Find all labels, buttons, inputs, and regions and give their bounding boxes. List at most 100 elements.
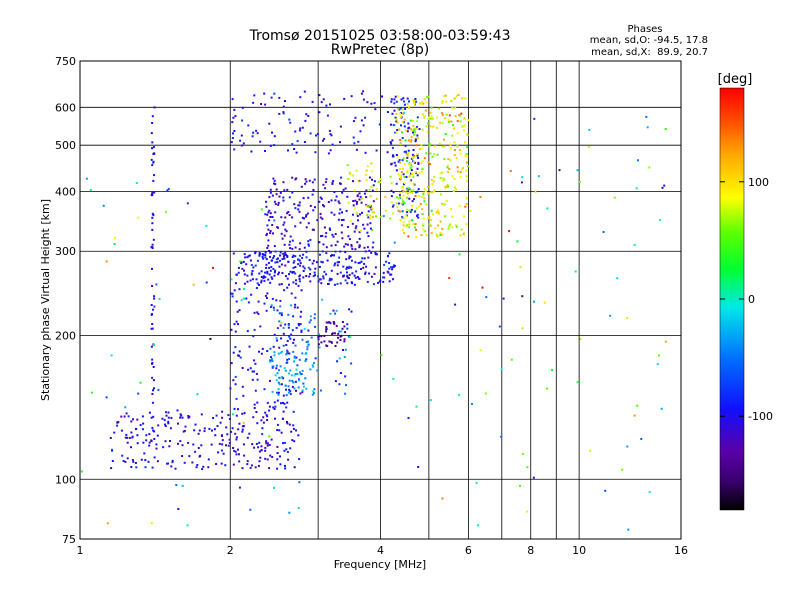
scatter-point	[301, 389, 304, 392]
scatter-point	[249, 367, 252, 370]
scatter-point	[286, 451, 289, 453]
scatter-point	[196, 464, 199, 466]
scatter-point	[299, 221, 302, 224]
scatter-point	[234, 330, 237, 333]
scatter-point	[458, 204, 461, 207]
scatter-point	[291, 439, 294, 442]
scatter-point	[412, 149, 415, 151]
scatter-point	[288, 358, 290, 360]
scatter-point	[365, 189, 368, 192]
scatter-point	[406, 192, 409, 195]
scatter-point	[322, 98, 325, 101]
scatter-point	[280, 232, 283, 235]
scatter-point	[331, 182, 334, 185]
scatter-point	[334, 199, 337, 202]
scatter-point	[284, 369, 287, 372]
scatter-point	[402, 173, 405, 176]
x-tick-label: 10	[572, 544, 586, 557]
scatter-point	[273, 179, 276, 182]
scatter-point	[453, 141, 456, 143]
scatter-point	[288, 391, 290, 394]
x-tick-label: 16	[674, 544, 688, 557]
scatter-point	[293, 203, 296, 206]
scatter-point	[399, 112, 401, 115]
scatter-point	[273, 408, 276, 410]
scatter-point	[292, 350, 295, 353]
scatter-point	[439, 121, 442, 124]
scatter-point	[398, 195, 401, 198]
scatter-point	[439, 172, 442, 175]
scatter-point	[254, 389, 257, 392]
scatter-point	[309, 204, 312, 207]
scatter-point	[374, 108, 377, 111]
scatter-point	[232, 447, 235, 449]
scatter-point	[414, 98, 417, 100]
scatter-point	[355, 212, 358, 215]
scatter-point	[312, 228, 315, 231]
scatter-point	[197, 447, 200, 449]
scatter-point	[121, 454, 124, 457]
scatter-point	[400, 124, 402, 127]
scatter-point	[429, 218, 432, 221]
scatter-point	[484, 392, 487, 395]
chart-title: Tromsø 20151025 03:58:00-03:59:43	[249, 28, 511, 44]
scatter-point	[325, 252, 328, 255]
scatter-point	[350, 244, 353, 246]
scatter-point	[398, 210, 401, 213]
scatter-point	[350, 245, 353, 248]
scatter-point	[247, 368, 250, 371]
scatter-point	[357, 262, 360, 265]
scatter-point	[343, 356, 346, 358]
scatter-point	[467, 165, 470, 168]
scatter-point	[151, 466, 154, 469]
scatter-point	[200, 413, 203, 416]
scatter-point	[648, 166, 651, 169]
scatter-point	[646, 126, 649, 129]
scatter-point	[269, 360, 272, 363]
scatter-point	[498, 325, 501, 328]
scatter-point	[399, 174, 402, 177]
scatter-point	[459, 114, 462, 117]
scatter-point	[320, 389, 322, 392]
scatter-point	[296, 364, 299, 367]
plot-frame	[79, 60, 682, 540]
scatter-point	[155, 447, 158, 450]
scatter-point	[278, 346, 281, 349]
scatter-point	[371, 207, 374, 210]
scatter-point	[219, 421, 222, 424]
scatter-point	[224, 464, 227, 467]
scatter-point	[354, 227, 357, 230]
scatter-point	[286, 358, 289, 361]
scatter-point	[268, 435, 271, 438]
scatter-point	[132, 418, 134, 421]
scatter-point	[151, 164, 154, 167]
scatter-point	[409, 189, 412, 192]
scatter-point	[433, 175, 435, 178]
scatter-point	[320, 335, 323, 338]
scatter-point	[309, 319, 312, 322]
scatter-point	[258, 441, 261, 444]
scatter-point	[323, 334, 326, 337]
scatter-point	[441, 113, 444, 116]
scatter-point	[249, 259, 252, 262]
scatter-point	[294, 130, 297, 133]
scatter-point	[356, 276, 359, 278]
scatter-point	[322, 183, 325, 186]
scatter-point	[128, 437, 131, 439]
scatter-point	[275, 337, 278, 340]
scatter-point	[282, 181, 285, 184]
scatter-point	[221, 443, 224, 446]
scatter-point	[389, 217, 392, 220]
scatter-point	[151, 393, 154, 395]
scatter-point	[317, 280, 320, 283]
scatter-point	[177, 422, 179, 425]
scatter-point	[272, 306, 275, 309]
scatter-point	[167, 416, 170, 419]
scatter-point	[242, 421, 245, 424]
scatter-point	[416, 190, 419, 193]
scatter-point	[393, 102, 396, 105]
scatter-point	[214, 434, 217, 437]
scatter-point	[170, 416, 173, 419]
scatter-point	[297, 263, 300, 266]
scatter-point	[264, 449, 267, 452]
